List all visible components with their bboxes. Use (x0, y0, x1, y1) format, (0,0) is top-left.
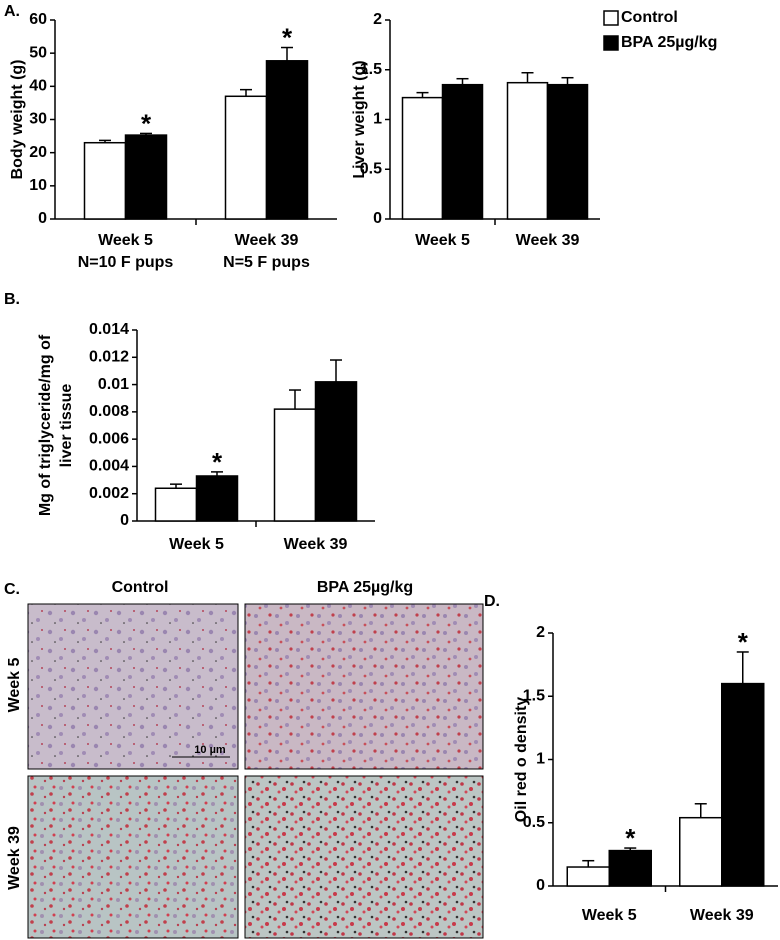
y-tick-label: 1.5 (360, 61, 382, 78)
bar (154, 487, 198, 522)
y-tick-label: 10 (29, 177, 47, 194)
bar (314, 381, 358, 522)
legend-swatch (603, 10, 619, 26)
bar (546, 83, 589, 220)
significance-marker: * (212, 447, 223, 477)
x-tick-note: N=5 F pups (223, 254, 310, 271)
bar (83, 141, 127, 220)
error-bar (289, 389, 301, 410)
y-tick-label: 20 (29, 144, 47, 161)
y-axis-label: liver tissue (58, 384, 75, 468)
y-axis-label: Oil red o density (513, 697, 530, 822)
bar (195, 475, 239, 522)
error-bar (561, 76, 574, 85)
panel-label: A. (4, 3, 20, 20)
bar (265, 60, 309, 220)
y-axis-label: Body weight (g) (9, 60, 26, 180)
y-tick-label: 50 (29, 44, 47, 61)
error-bar (99, 139, 111, 143)
y-tick-label: 0.006 (89, 430, 129, 447)
scale-bar-label: 10 µm (194, 744, 226, 756)
y-tick-label: 0.01 (98, 376, 129, 393)
column-label: BPA 25µg/kg (317, 579, 413, 596)
legend-label: BPA 25µg/kg (621, 34, 717, 51)
error-bar (140, 132, 152, 136)
error-bar (736, 651, 749, 684)
y-tick-label: 0.014 (89, 321, 129, 338)
x-tick-label: Week 5 (169, 536, 224, 553)
y-tick-label: 0.5 (523, 814, 545, 831)
error-bar (170, 483, 182, 489)
significance-marker: * (625, 823, 636, 853)
y-tick-label: 0 (38, 210, 47, 227)
legend-swatch (603, 35, 619, 51)
error-bar (416, 91, 429, 98)
legend-label: Control (621, 9, 678, 26)
bar (506, 81, 549, 220)
error-bar (624, 847, 637, 851)
x-tick-label: Week 5 (415, 232, 470, 249)
y-tick-label: 1.5 (523, 687, 545, 704)
y-tick-label: 1 (373, 111, 382, 128)
error-bar (521, 71, 534, 83)
panel-label: C. (4, 581, 20, 598)
bar (273, 408, 317, 522)
error-bar (694, 803, 707, 818)
micrograph (244, 775, 484, 939)
panel-label: B. (4, 291, 20, 308)
x-tick-label: Week 5 (98, 232, 153, 249)
y-tick-label: 1 (536, 751, 545, 768)
y-tick-label: 0.5 (360, 160, 382, 177)
y-tick-label: 0.002 (89, 485, 129, 502)
error-bar (582, 859, 595, 868)
y-tick-label: 0.004 (89, 458, 129, 475)
error-bar (281, 46, 293, 61)
column-label: Control (112, 579, 169, 596)
y-tick-label: 0 (536, 877, 545, 894)
y-tick-label: 2 (536, 624, 545, 641)
error-bar (240, 88, 252, 97)
error-bar (211, 471, 223, 476)
error-bar (330, 359, 342, 382)
bar (679, 816, 723, 887)
x-tick-label: Week 39 (690, 907, 754, 924)
y-tick-label: 60 (29, 11, 47, 28)
micrograph (27, 775, 239, 939)
x-tick-label: Week 39 (516, 232, 580, 249)
y-tick-label: 0.008 (89, 403, 129, 420)
bar (608, 849, 652, 887)
row-label: Week 39 (6, 826, 23, 890)
x-tick-note: N=10 F pups (78, 254, 174, 271)
y-tick-label: 2 (373, 11, 382, 28)
row-label: Week 5 (6, 657, 23, 712)
micrograph (27, 603, 239, 770)
bar (721, 682, 765, 887)
y-tick-label: 0.012 (89, 349, 129, 366)
bar (124, 134, 168, 220)
significance-marker: * (738, 627, 749, 657)
bar (566, 866, 610, 887)
error-bar (456, 77, 469, 85)
y-axis-label: Liver weight (g) (351, 60, 368, 178)
bar (401, 96, 444, 220)
y-tick-label: 40 (29, 78, 47, 95)
x-tick-label: Week 39 (284, 536, 348, 553)
x-tick-label: Week 39 (235, 232, 299, 249)
x-tick-label: Week 5 (582, 907, 637, 924)
significance-marker: * (141, 108, 152, 138)
y-tick-label: 30 (29, 111, 47, 128)
y-tick-label: 0 (120, 512, 129, 529)
panel-label: D. (484, 593, 500, 610)
y-axis-label: Mg of triglyceride/mg of (37, 334, 54, 516)
micrograph (244, 603, 484, 770)
bar (441, 83, 484, 220)
bar (224, 95, 268, 220)
y-tick-label: 0 (373, 210, 382, 227)
significance-marker: * (282, 22, 293, 52)
